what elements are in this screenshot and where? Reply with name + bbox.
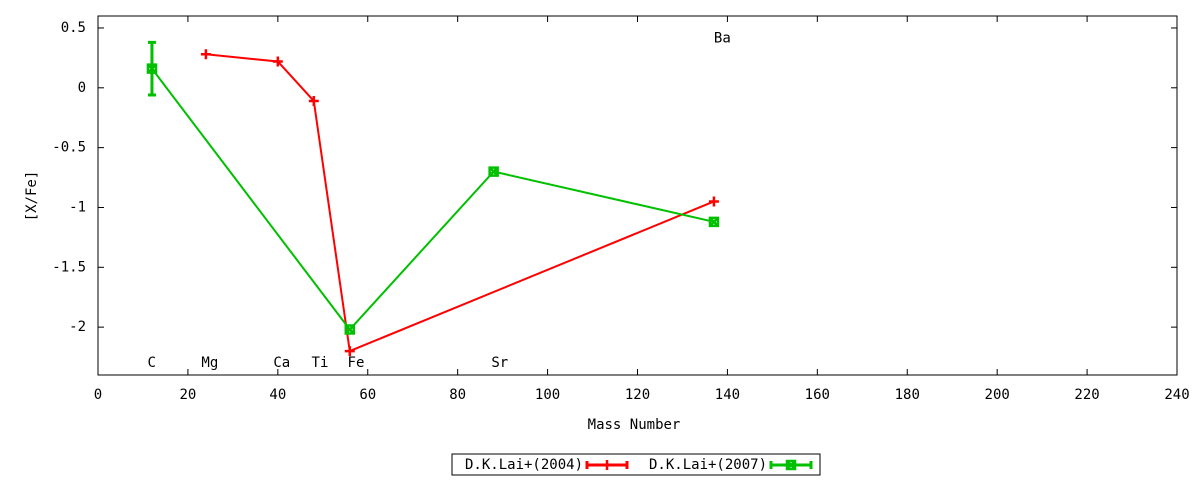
y-tick-label: -1 [69,199,86,215]
y-tick-label: -1.5 [52,259,86,275]
marker [146,63,158,74]
legend-label: D.K.Lai+(2004) [465,457,583,473]
annotation: Mg [201,355,218,371]
marker [200,49,211,60]
legend-box [451,453,821,476]
annotation: Fe [348,355,365,371]
marker [344,324,356,335]
y-tick-label: -2 [69,319,86,335]
y-tick-label: -0.5 [52,140,86,156]
annotation: Ti [312,355,329,371]
marker [272,56,283,67]
marker [344,346,355,357]
x-tick-label: 120 [625,387,650,403]
x-tick-label: 60 [359,387,376,403]
annotation: Ca [273,355,290,371]
legend-label: D.K.Lai+(2007) [649,457,767,473]
x-tick-label: 0 [94,387,102,403]
legend-marker [785,459,797,471]
marker [308,95,319,106]
x-tick-label: 80 [449,387,466,403]
marker [708,216,720,228]
x-tick-label: 180 [895,387,920,403]
x-tick-label: 100 [535,387,560,403]
series-line [151,68,715,332]
x-tick-label: 40 [269,387,286,403]
annotation: Ba [714,31,731,47]
plot-frame [97,15,1178,376]
x-tick-label: 140 [715,387,740,403]
legend-marker [602,460,612,470]
x-axis-label: Mass Number [588,417,681,433]
x-tick-label: 200 [985,387,1010,403]
x-tick-label: 160 [805,387,830,403]
x-tick-label: 20 [179,387,196,403]
marker [488,166,499,177]
series-line [205,53,715,353]
annotation: C [147,355,155,371]
annotation: Sr [491,355,508,371]
marker [708,196,719,207]
y-tick-label: 0 [78,80,86,96]
x-tick-label: 240 [1164,387,1189,403]
x-tick-label: 220 [1074,387,1099,403]
y-axis-label: [X/Fe] [24,171,40,222]
y-tick-label: 0.5 [61,20,86,36]
